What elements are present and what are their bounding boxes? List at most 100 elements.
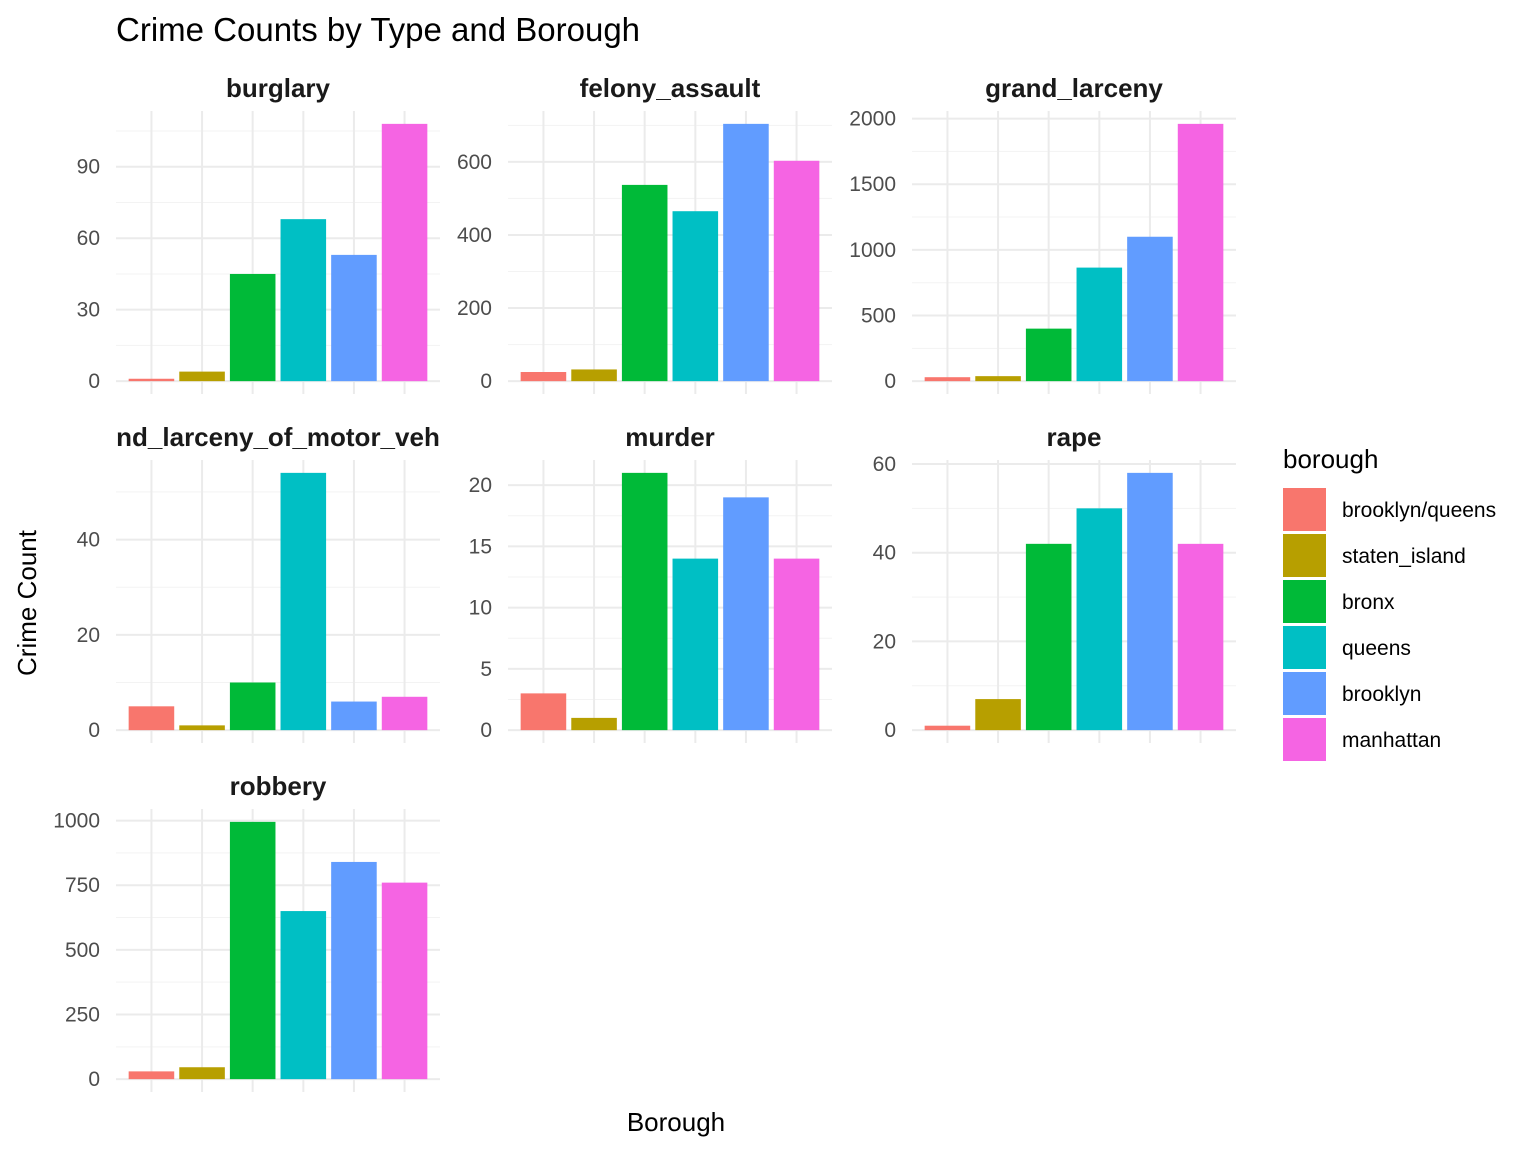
bar-felony_assault-bronx xyxy=(621,184,668,382)
facet-murder: 0 5 10 15 20 murder xyxy=(469,422,832,743)
bar-grand_larceny-brooklyn xyxy=(1127,236,1173,382)
bar-grand_larceny_of_motor_vehicle-bronx xyxy=(229,682,276,731)
y-tick-label: 30 xyxy=(77,299,100,322)
y-tick-label: 500 xyxy=(65,939,100,962)
bar-grand_larceny-bronx xyxy=(1025,328,1072,382)
bar-burglary-queens xyxy=(280,219,327,382)
bar-robbery-queens xyxy=(280,911,327,1080)
bar-grand_larceny_of_motor_vehicle-queens xyxy=(280,472,327,731)
facet-grand_larceny: 0 500 1000 1500 2000 grand_larceny xyxy=(849,73,1236,394)
bar-grand_larceny-brooklyn/queens xyxy=(924,377,971,382)
y-axis-title: Crime Count xyxy=(12,529,42,676)
bar-burglary-staten_island xyxy=(179,371,225,382)
y-tick-label: 200 xyxy=(457,297,492,320)
y-tick-label: 60 xyxy=(77,227,100,250)
legend-item-staten_island: staten_island xyxy=(1283,534,1466,577)
legend-title: borough xyxy=(1283,444,1378,474)
y-tick-label: 1000 xyxy=(849,239,896,262)
legend-key xyxy=(1283,626,1326,669)
y-tick-label: 600 xyxy=(457,151,492,174)
legend-key xyxy=(1283,580,1326,623)
facet-burglary: 0 30 60 90 burglary xyxy=(77,73,440,394)
facet-rape: 0 20 40 60 rape xyxy=(873,422,1236,743)
y-tick-label: 20 xyxy=(77,624,100,647)
y-tick-label: 0 xyxy=(88,370,100,393)
y-tick-label: 1500 xyxy=(849,173,896,196)
y-tick-label: 0 xyxy=(884,370,896,393)
facet-grand_larceny_of_motor_vehicle: 0 20 40 nd_larceny_of_motor_veh xyxy=(77,422,440,743)
legend-item-bronx: bronx xyxy=(1283,580,1395,623)
y-tick-label: 1000 xyxy=(53,810,100,833)
bar-grand_larceny_of_motor_vehicle-manhattan xyxy=(381,696,428,731)
y-tick-label: 0 xyxy=(480,719,492,742)
y-tick-label: 40 xyxy=(873,542,896,565)
bar-rape-brooklyn xyxy=(1127,472,1173,731)
y-tick-label: 400 xyxy=(457,224,492,247)
bar-murder-bronx xyxy=(621,472,668,731)
bar-grand_larceny_of_motor_vehicle-brooklyn/queens xyxy=(128,706,175,731)
y-tick-label: 0 xyxy=(88,1068,100,1091)
legend-label: manhattan xyxy=(1342,729,1441,752)
y-tick-label: 0 xyxy=(480,370,492,393)
bar-felony_assault-staten_island xyxy=(571,369,617,382)
y-tick-label: 750 xyxy=(65,874,100,897)
bar-robbery-staten_island xyxy=(179,1067,225,1080)
facet-strip-label: rape xyxy=(1047,422,1102,452)
bar-burglary-manhattan xyxy=(381,123,428,382)
bar-rape-manhattan xyxy=(1177,543,1224,731)
bar-robbery-brooklyn/queens xyxy=(128,1071,175,1080)
legend: borough brooklyn/queens staten_islandbron… xyxy=(1283,444,1496,761)
x-axis-title: Borough xyxy=(627,1107,725,1137)
legend-item-queens: queens xyxy=(1283,626,1411,669)
bar-murder-staten_island xyxy=(571,717,617,731)
y-tick-label: 0 xyxy=(88,719,100,742)
legend-item-brooklyn: brooklyn xyxy=(1283,672,1421,715)
legend-key xyxy=(1283,672,1326,715)
y-tick-label: 60 xyxy=(873,453,896,476)
y-tick-label: 2000 xyxy=(849,108,896,131)
y-tick-label: 5 xyxy=(480,658,492,681)
y-tick-label: 10 xyxy=(469,597,492,620)
legend-item-manhattan: manhattan xyxy=(1283,718,1441,761)
bar-rape-staten_island xyxy=(975,699,1021,731)
facet-strip-label: felony_assault xyxy=(580,73,761,103)
bar-murder-manhattan xyxy=(773,558,820,731)
facet-robbery: 0 250 500 750 1000 robbery xyxy=(53,771,440,1092)
bar-murder-brooklyn/queens xyxy=(520,693,567,731)
bar-grand_larceny-staten_island xyxy=(975,376,1021,382)
facet-strip-label: robbery xyxy=(230,771,327,801)
facet-strip-label: nd_larceny_of_motor_veh xyxy=(116,422,440,452)
bar-robbery-brooklyn xyxy=(331,861,377,1080)
y-tick-label: 250 xyxy=(65,1003,100,1026)
bar-burglary-brooklyn xyxy=(331,254,377,382)
bar-robbery-bronx xyxy=(229,821,276,1080)
legend-key xyxy=(1283,488,1326,531)
bar-rape-bronx xyxy=(1025,543,1072,731)
legend-label: bronx xyxy=(1342,591,1395,614)
bar-grand_larceny_of_motor_vehicle-staten_island xyxy=(179,725,225,731)
y-tick-label: 500 xyxy=(861,305,896,328)
legend-label: brooklyn/queens xyxy=(1342,499,1496,522)
bar-murder-brooklyn xyxy=(723,497,769,731)
bar-grand_larceny_of_motor_vehicle-brooklyn xyxy=(331,701,377,731)
bar-grand_larceny-queens xyxy=(1076,267,1123,382)
y-tick-label: 20 xyxy=(469,474,492,497)
y-tick-label: 40 xyxy=(77,529,100,552)
facet-felony_assault: 0 200 400 600 felony_assault xyxy=(457,73,832,394)
bar-rape-queens xyxy=(1076,508,1123,731)
y-tick-label: 15 xyxy=(469,535,492,558)
y-tick-label: 90 xyxy=(77,156,100,179)
bar-murder-queens xyxy=(672,558,719,731)
facet-panels: 0306090burglary0200400600felony_assault0… xyxy=(53,73,1236,1092)
bar-felony_assault-manhattan xyxy=(773,160,820,382)
legend-label: brooklyn xyxy=(1342,683,1421,706)
bar-burglary-bronx xyxy=(229,273,276,382)
bar-felony_assault-queens xyxy=(672,211,719,382)
bar-felony_assault-brooklyn/queens xyxy=(520,372,567,382)
legend-label: queens xyxy=(1342,637,1411,660)
bar-grand_larceny-manhattan xyxy=(1177,123,1224,382)
facet-strip-label: grand_larceny xyxy=(985,73,1163,103)
legend-key xyxy=(1283,534,1326,577)
bar-rape-brooklyn/queens xyxy=(924,725,971,731)
